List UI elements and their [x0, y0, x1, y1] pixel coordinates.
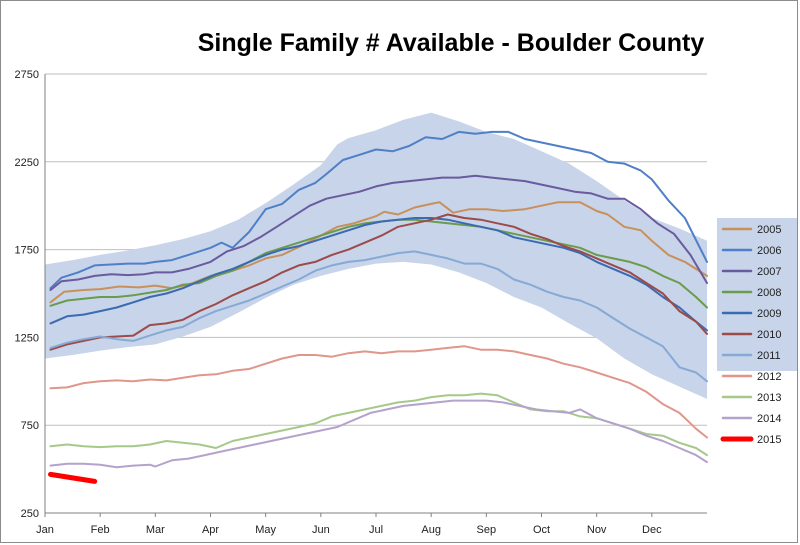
legend-entry: 2010	[757, 329, 781, 341]
y-tick-label: 750	[21, 420, 39, 432]
x-tick-label: Oct	[533, 524, 550, 536]
legend-entry: 2008	[757, 287, 781, 299]
legend-entry: 2012	[757, 371, 781, 383]
y-tick-label: 1750	[15, 245, 39, 257]
legend-entry: 2007	[757, 266, 781, 278]
legend-entry: 2014	[757, 413, 781, 425]
x-tick-label: Nov	[587, 524, 607, 536]
x-tick-label: Feb	[91, 524, 110, 536]
x-tick-label: Dec	[642, 524, 662, 536]
x-tick-label: May	[255, 524, 276, 536]
chart-title: Single Family # Available - Boulder Coun…	[198, 29, 705, 57]
legend-entry: 2005	[757, 224, 781, 236]
legend-entry: 2006	[757, 245, 781, 257]
y-tick-label: 2250	[15, 157, 39, 169]
x-tick-label: Jan	[36, 524, 54, 536]
y-tick-label: 2750	[15, 69, 39, 81]
series-line-2014	[49, 399, 708, 469]
x-tick-label: Jun	[312, 524, 330, 536]
series-line-2015	[48, 471, 98, 484]
legend: 2005 2006 2007 2008 2009 2010 2011 2012 2013 2014…	[717, 218, 797, 446]
series-line-2006	[49, 130, 708, 290]
axes: 250 750 1250 1750 2250 2750 Jan Feb Mar Apr May Jun…	[15, 69, 707, 536]
x-tick-label: Apr	[202, 524, 219, 536]
series-line-2007	[49, 174, 708, 291]
series-line-2009	[49, 217, 708, 332]
x-tick-label: Mar	[146, 524, 165, 536]
x-tick-label: Jul	[369, 524, 383, 536]
legend-entry: 2015	[757, 434, 781, 446]
series-line-2013	[49, 392, 708, 457]
range-band-area	[45, 112, 707, 399]
y-tick-label: 250	[21, 508, 39, 520]
x-tick-label: Sep	[477, 524, 497, 536]
series-line-2011	[49, 250, 708, 383]
series-line-2012	[49, 345, 708, 439]
x-tick-label: Aug	[421, 524, 441, 536]
legend-entry: 2013	[757, 392, 781, 404]
series-line-2005	[49, 201, 708, 304]
series-lines	[48, 130, 708, 484]
legend-band-swatch	[717, 218, 797, 371]
legend-entry: 2009	[757, 308, 781, 320]
legend-entry: 2011	[757, 350, 781, 362]
series-line-2010	[49, 213, 708, 351]
y-tick-label: 1250	[15, 332, 39, 344]
range-band	[45, 112, 707, 399]
